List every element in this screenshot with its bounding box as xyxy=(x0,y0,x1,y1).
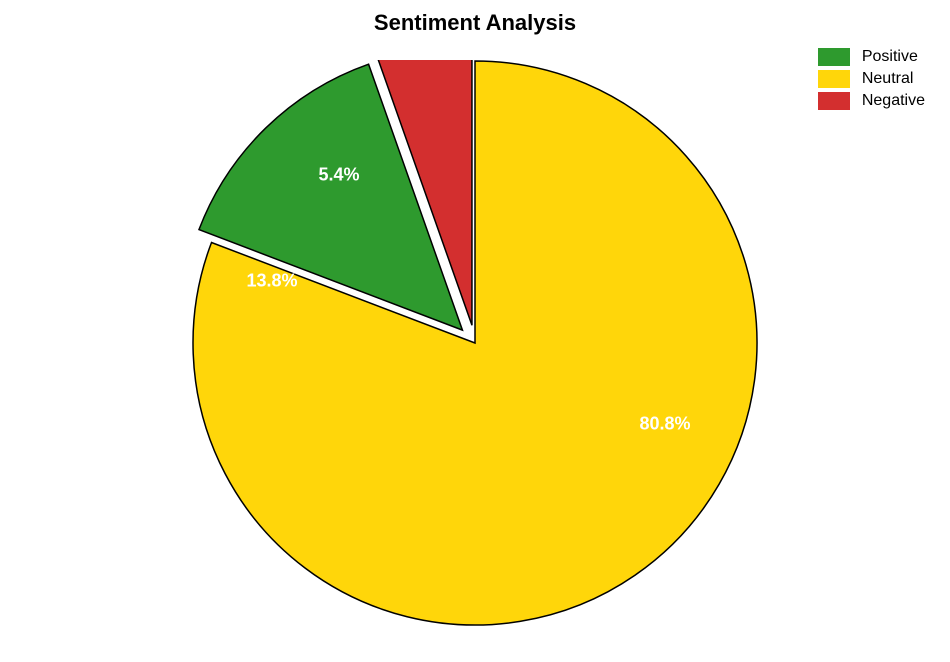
slice-label-negative: 5.4% xyxy=(318,165,359,186)
slice-label-positive: 13.8% xyxy=(246,271,297,292)
legend: Positive Neutral Negative xyxy=(818,48,925,114)
legend-label-negative: Negative xyxy=(862,92,925,110)
legend-label-neutral: Neutral xyxy=(862,70,914,88)
pie-chart xyxy=(155,60,795,660)
legend-item-neutral: Neutral xyxy=(818,70,925,88)
legend-swatch-negative xyxy=(818,92,850,110)
legend-item-negative: Negative xyxy=(818,92,925,110)
legend-label-positive: Positive xyxy=(862,48,918,66)
chart-title: Sentiment Analysis xyxy=(374,10,576,36)
legend-swatch-positive xyxy=(818,48,850,66)
legend-swatch-neutral xyxy=(818,70,850,88)
legend-item-positive: Positive xyxy=(818,48,925,66)
slice-label-neutral: 80.8% xyxy=(639,414,690,435)
